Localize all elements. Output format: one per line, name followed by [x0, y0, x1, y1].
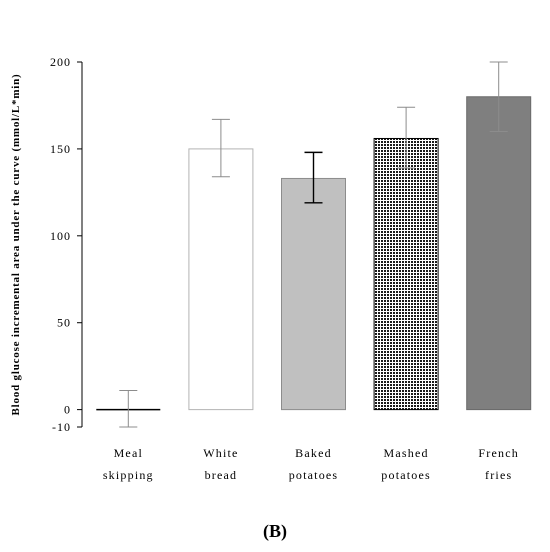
category-label: potatoes	[381, 468, 431, 482]
category-label: potatoes	[289, 468, 339, 482]
category-label: bread	[205, 468, 238, 482]
category-label: Mashed	[383, 446, 428, 460]
panel-label: (B)	[263, 521, 287, 542]
y-tick-label: 150	[50, 142, 71, 156]
y-tick-label: -10	[52, 420, 71, 434]
category-label: Baked	[295, 446, 332, 460]
y-tick-label: 0	[64, 403, 71, 417]
category-label: White	[203, 446, 238, 460]
bar	[466, 96, 532, 411]
category-label: skipping	[103, 468, 154, 482]
category-label: fries	[485, 468, 512, 482]
category-label: Meal	[114, 446, 143, 460]
y-tick-label: 50	[57, 316, 71, 330]
y-axis-title: Blood glucose incremental area under the…	[10, 73, 22, 415]
bar	[281, 177, 346, 411]
bar	[373, 137, 439, 411]
category-label: French	[478, 446, 519, 460]
y-tick-label: 100	[50, 229, 71, 243]
bar	[188, 148, 254, 411]
y-tick-label: 200	[50, 55, 71, 69]
